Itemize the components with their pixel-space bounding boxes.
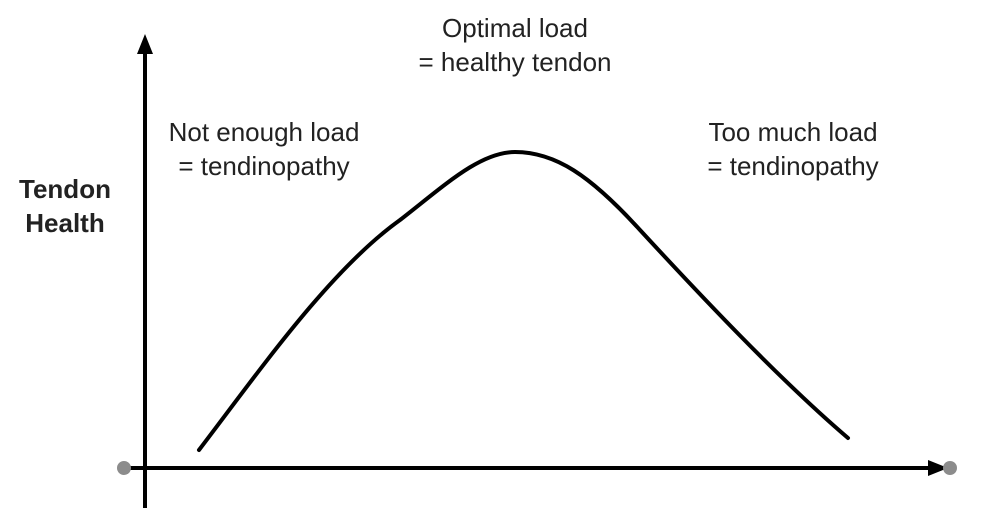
optimal-load-line2: = healthy tendon	[418, 47, 612, 77]
not-enough-load-line1: Not enough load	[168, 117, 360, 147]
x-axis-end-dot	[943, 461, 957, 475]
not-enough-load-annotation: Not enough load = tendinopathy	[150, 115, 378, 183]
not-enough-load-line2: = tendinopathy	[178, 151, 350, 181]
y-axis-label-line2: Health	[25, 208, 105, 238]
too-much-load-line1: Too much load	[708, 117, 878, 147]
optimal-load-annotation: Optimal load = healthy tendon	[395, 11, 635, 79]
x-axis-start-dot	[117, 461, 131, 475]
too-much-load-line2: = tendinopathy	[707, 151, 879, 181]
y-axis-arrowhead	[137, 34, 153, 54]
too-much-load-annotation: Too much load = tendinopathy	[688, 115, 898, 183]
y-axis-label: Tendon Health	[10, 172, 120, 240]
y-axis-label-line1: Tendon	[19, 174, 111, 204]
optimal-load-line1: Optimal load	[442, 13, 588, 43]
x-axis-arrowhead	[928, 460, 948, 476]
tendon-health-curve	[197, 149, 850, 452]
